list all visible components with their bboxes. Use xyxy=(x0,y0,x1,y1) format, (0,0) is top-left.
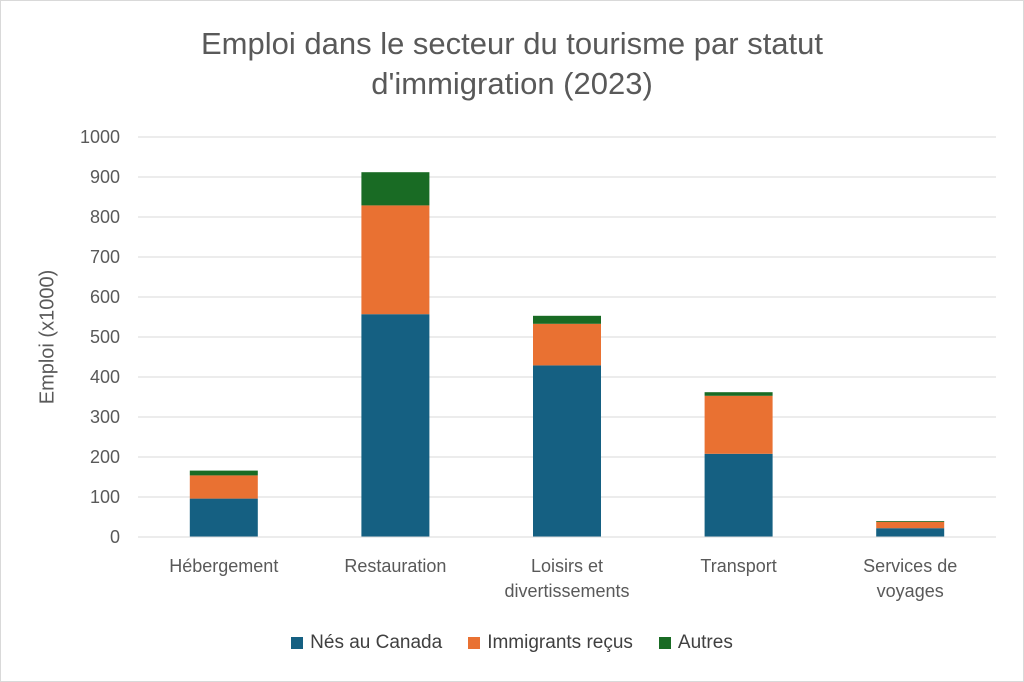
y-tick-label: 0 xyxy=(110,527,120,547)
legend-label: Autres xyxy=(677,632,733,653)
bar-segment xyxy=(704,453,773,537)
legend-item: Nés au Canada xyxy=(291,632,442,654)
bar-segment xyxy=(189,475,258,499)
bar-segment xyxy=(533,315,601,324)
legend-item: Immigrants reçus xyxy=(468,632,633,654)
y-tick-label: 800 xyxy=(90,207,120,227)
x-tick-label: Loisirs et xyxy=(531,556,603,576)
x-tick-label: divertissements xyxy=(504,581,629,601)
legend-swatch xyxy=(658,637,671,649)
y-tick-label: 700 xyxy=(90,247,120,267)
bar-segment xyxy=(876,521,945,529)
y-tick-label: 300 xyxy=(90,407,120,427)
x-tick-label: Services de xyxy=(863,556,957,576)
x-tick-label: Transport xyxy=(700,556,776,576)
bar-segment xyxy=(704,395,773,454)
y-tick-label: 1000 xyxy=(80,127,120,147)
chart-title: Emploi dans le secteur du tourisme par s… xyxy=(0,24,1024,104)
legend-label: Immigrants reçus xyxy=(487,632,633,653)
x-tick-label: Restauration xyxy=(344,556,446,576)
bar-segment xyxy=(533,365,601,537)
x-tick-label: Hébergement xyxy=(169,556,278,576)
bar-segment xyxy=(361,314,430,537)
legend-item: Autres xyxy=(658,632,733,654)
bar-segment xyxy=(876,521,945,522)
bar-segment xyxy=(189,470,258,476)
x-tick-label: voyages xyxy=(877,581,944,601)
legend-swatch xyxy=(291,637,304,649)
bar-segment xyxy=(876,528,945,537)
bar-segment xyxy=(361,205,430,315)
y-tick-label: 400 xyxy=(90,367,120,387)
legend: Nés au Canada Immigrants reçus Autres xyxy=(0,632,1024,654)
y-tick-label: 500 xyxy=(90,327,120,347)
y-tick-label: 600 xyxy=(90,287,120,307)
y-tick-label: 900 xyxy=(90,167,120,187)
y-tick-label: 200 xyxy=(90,447,120,467)
legend-swatch xyxy=(468,637,481,649)
chart-title-line-1: Emploi dans le secteur du tourisme par s… xyxy=(200,26,824,61)
chart-title-line-2: d'immigration (2023) xyxy=(371,66,653,101)
bar-segment xyxy=(361,172,430,206)
bar-segment xyxy=(189,498,258,537)
y-tick-label: 100 xyxy=(90,487,120,507)
bar-segment xyxy=(704,392,773,396)
bar-segment xyxy=(533,323,601,366)
legend-label: Nés au Canada xyxy=(310,632,443,653)
